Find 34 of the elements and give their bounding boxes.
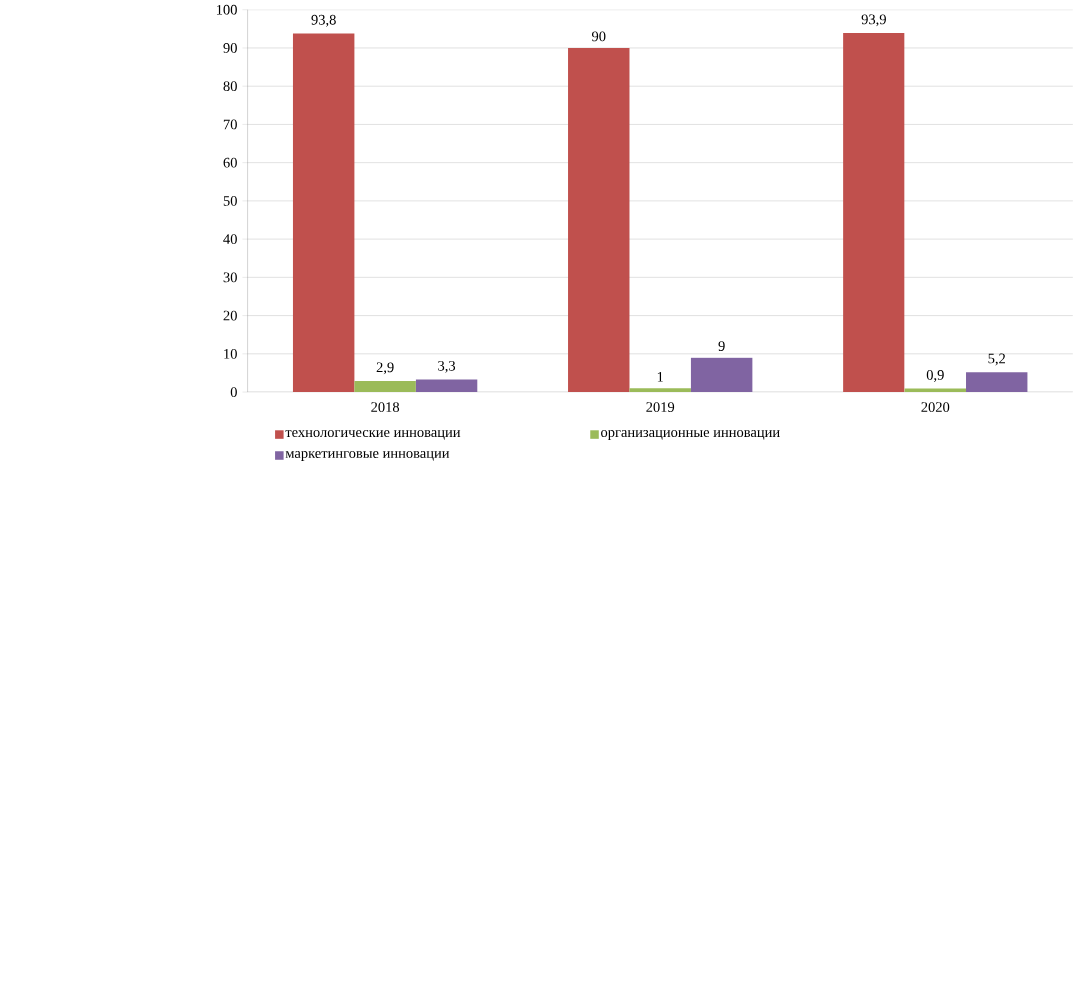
data-label: 90	[591, 31, 606, 42]
y-tick-label: 30	[223, 272, 237, 283]
y-tick-label: 10	[224, 348, 237, 359]
x-tick-label: 2019	[646, 402, 675, 412]
bar	[292, 33, 355, 392]
bar	[690, 357, 753, 392]
data-label: 2,9	[376, 362, 394, 375]
legend-label: маркетинговые инновации	[285, 450, 450, 461]
y-tick-label: 0	[230, 387, 237, 397]
bar	[354, 380, 416, 392]
y-tick-label: 60	[223, 157, 237, 168]
data-label: 9	[718, 341, 725, 351]
data-label: 5,2	[988, 353, 1006, 366]
legend-label: технологические инновации	[285, 429, 461, 440]
bar	[629, 388, 691, 392]
data-label: 3,3	[438, 360, 456, 373]
bar	[415, 379, 478, 392]
data-label: 0,9	[926, 369, 944, 382]
data-label: 93,8	[311, 14, 336, 27]
x-tick-label: 2018	[371, 402, 400, 412]
y-tick-label: 20	[223, 310, 237, 321]
y-tick-label: 40	[223, 234, 237, 244]
bar	[568, 47, 630, 392]
y-tick-label: 50	[223, 195, 237, 206]
y-tick-label: 70	[223, 119, 237, 130]
bar	[966, 372, 1028, 392]
data-label: 93,9	[861, 14, 886, 27]
y-tick-label: 90	[223, 42, 237, 53]
bar	[843, 32, 905, 392]
x-tick-label: 2020	[921, 402, 950, 412]
y-tick-label: 100	[216, 4, 237, 15]
y-tick-label: 80	[223, 81, 237, 91]
data-label: 1	[657, 371, 663, 382]
legend-label: организационные инновации	[601, 429, 780, 440]
